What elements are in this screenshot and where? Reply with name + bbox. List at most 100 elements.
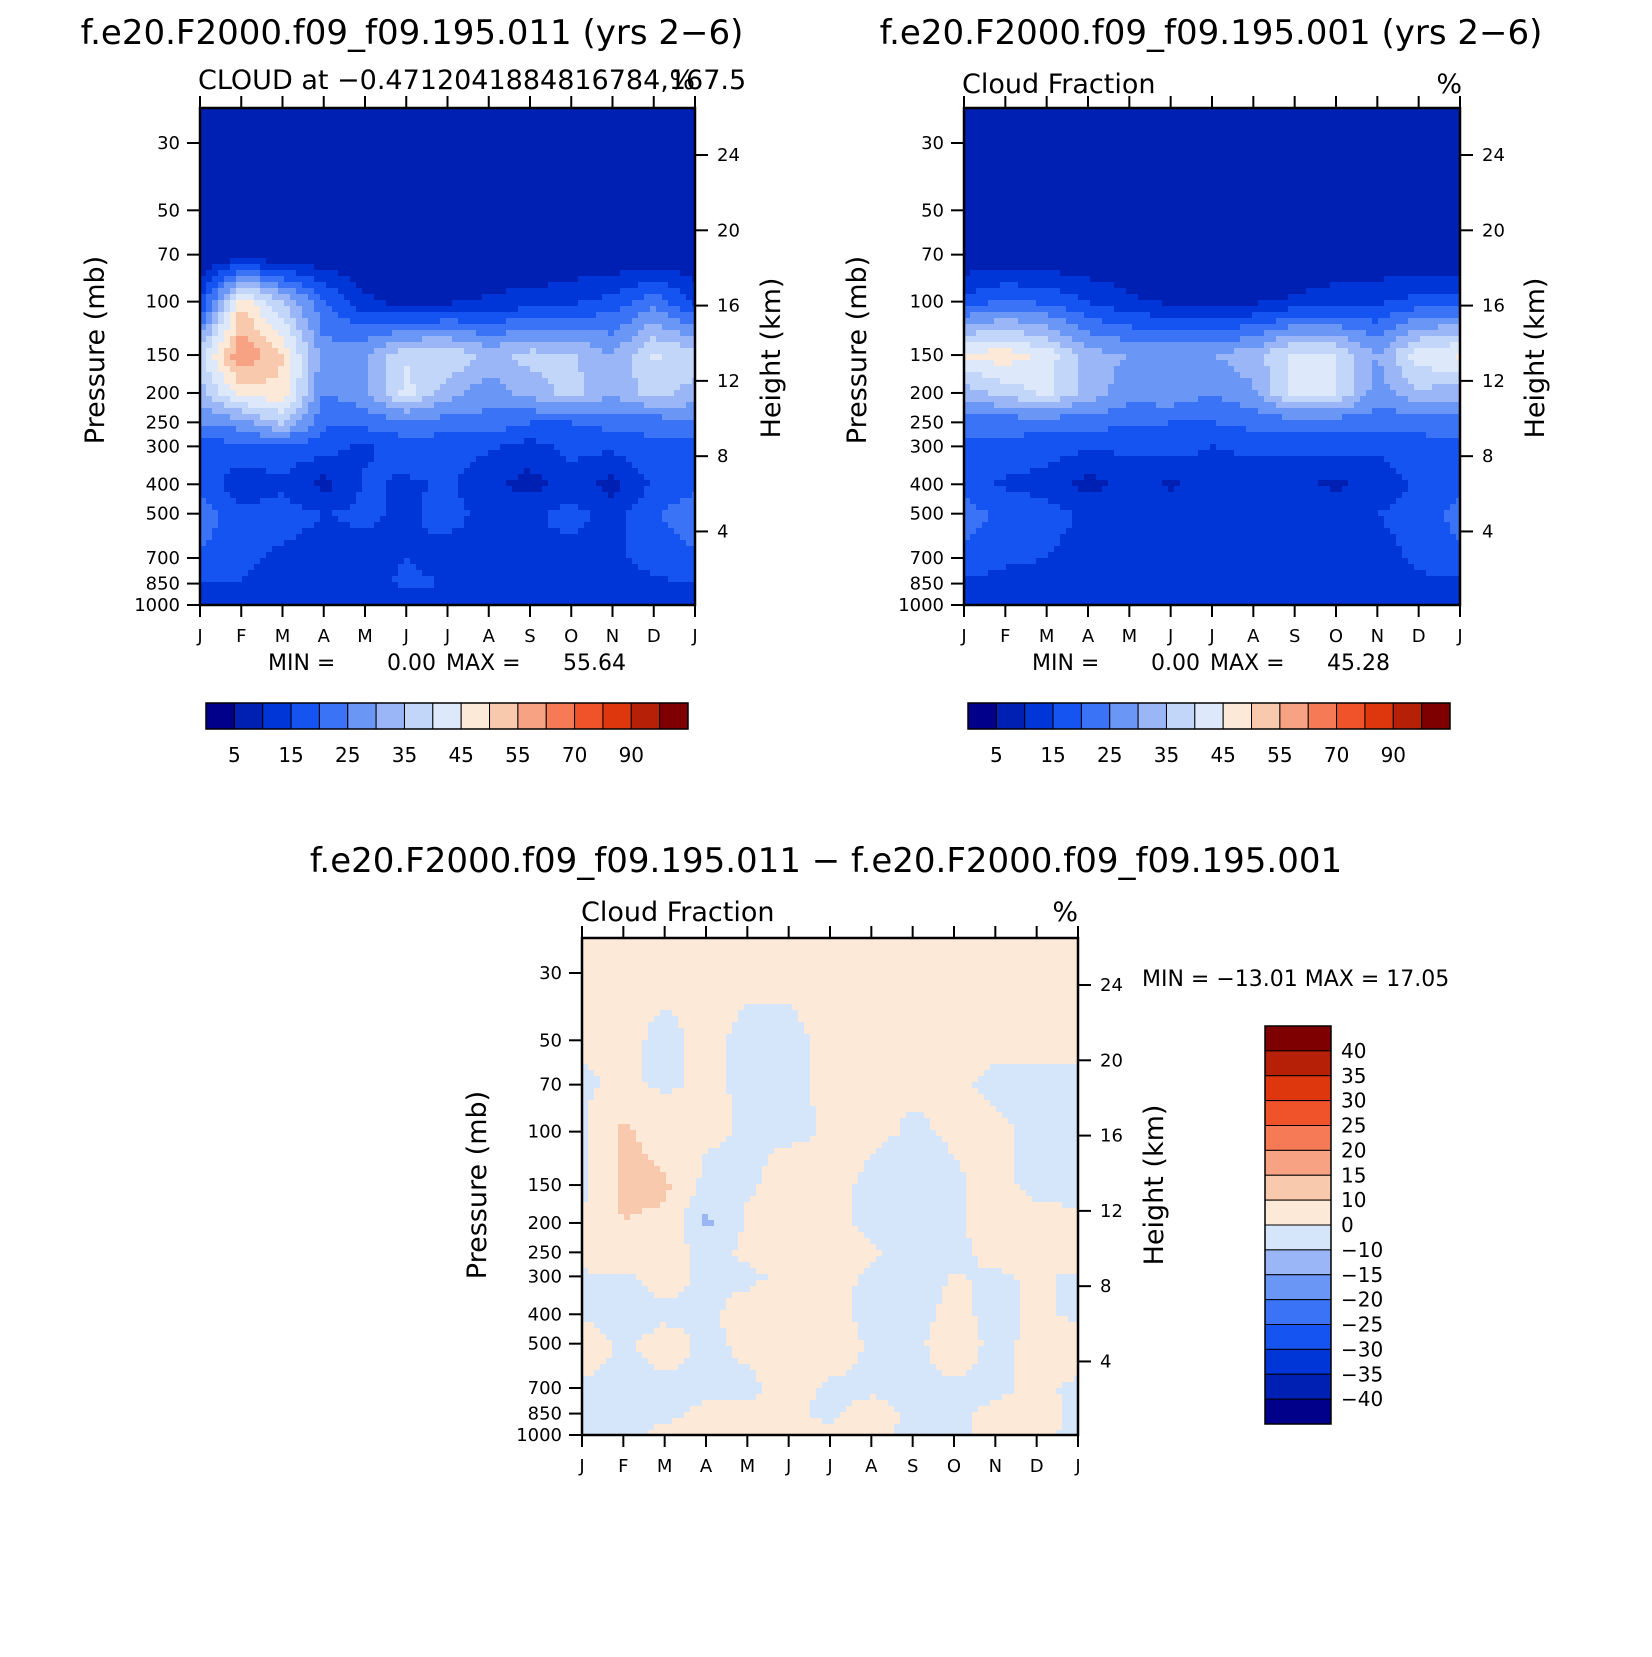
contour-cell	[428, 222, 435, 229]
contour-cell	[242, 114, 249, 121]
contour-cell	[506, 336, 513, 343]
contour-cell	[482, 324, 489, 331]
contour-cell	[656, 342, 663, 349]
contour-cell	[494, 216, 501, 223]
contour-cell	[224, 246, 231, 253]
contour-cell	[224, 438, 231, 445]
contour-cell	[368, 162, 375, 169]
contour-cell	[272, 414, 279, 421]
contour-cell	[614, 372, 621, 379]
contour-cell	[554, 444, 561, 451]
contour-cell	[302, 354, 309, 361]
contour-cell	[416, 222, 423, 229]
contour-cell	[434, 378, 441, 385]
contour-cell	[362, 366, 369, 373]
contour-cell	[344, 396, 351, 403]
contour-cell	[350, 288, 357, 295]
contour-cell	[254, 300, 261, 307]
contour-cell	[446, 216, 453, 223]
contour-cell	[410, 342, 417, 349]
contour-cell	[224, 204, 231, 211]
contour-cell	[602, 396, 609, 403]
contour-cell	[314, 276, 321, 283]
contour-cell	[254, 354, 261, 361]
contour-cell	[290, 240, 297, 247]
contour-cell	[602, 282, 609, 289]
contour-cell	[476, 168, 483, 175]
contour-cell	[272, 234, 279, 241]
contour-cell	[446, 114, 453, 121]
contour-cell	[500, 348, 507, 355]
contour-cell	[446, 444, 453, 451]
contour-cell	[302, 120, 309, 127]
contour-cell	[356, 330, 363, 337]
contour-cell	[212, 414, 219, 421]
contour-cell	[530, 234, 537, 241]
contour-cell	[284, 390, 291, 397]
contour-cell	[272, 114, 279, 121]
contour-cell	[578, 240, 585, 247]
contour-cell	[380, 120, 387, 127]
contour-cell	[644, 234, 651, 241]
contour-cell	[302, 114, 309, 121]
contour-cell	[554, 240, 561, 247]
contour-cell	[560, 330, 567, 337]
contour-cell	[272, 222, 279, 229]
contour-cell	[368, 114, 375, 121]
contour-cell	[224, 450, 231, 457]
contour-cell	[296, 300, 303, 307]
contour-cell	[254, 420, 261, 427]
contour-cell	[476, 246, 483, 253]
contour-cell	[488, 408, 495, 415]
contour-cell	[626, 384, 633, 391]
contour-cell	[548, 408, 555, 415]
contour-cell	[320, 462, 327, 469]
contour-cell	[632, 432, 639, 439]
contour-cell	[536, 150, 543, 157]
contour-cell	[644, 426, 651, 433]
contour-cell	[446, 228, 453, 235]
contour-cell	[482, 300, 489, 307]
panel-1-contour-field	[200, 108, 696, 606]
contour-cell	[440, 204, 447, 211]
contour-cell	[458, 438, 465, 445]
contour-cell	[470, 336, 477, 343]
contour-cell	[620, 372, 627, 379]
contour-cell	[470, 162, 477, 169]
contour-cell	[224, 306, 231, 313]
contour-cell	[230, 240, 237, 247]
contour-cell	[296, 162, 303, 169]
contour-cell	[440, 402, 447, 409]
contour-cell	[344, 402, 351, 409]
contour-cell	[332, 186, 339, 193]
contour-cell	[530, 372, 537, 379]
contour-cell	[332, 162, 339, 169]
contour-cell	[356, 138, 363, 145]
contour-cell	[632, 348, 639, 355]
contour-cell	[530, 312, 537, 319]
contour-cell	[458, 456, 465, 463]
contour-cell	[542, 210, 549, 217]
contour-cell	[308, 126, 315, 133]
contour-cell	[422, 300, 429, 307]
contour-cell	[590, 258, 597, 265]
contour-cell	[392, 174, 399, 181]
contour-cell	[380, 408, 387, 415]
contour-cell	[518, 408, 525, 415]
contour-cell	[476, 306, 483, 313]
contour-cell	[404, 282, 411, 289]
contour-cell	[272, 378, 279, 385]
contour-cell	[578, 234, 585, 241]
contour-cell	[596, 456, 603, 463]
contour-cell	[260, 234, 267, 241]
contour-cell	[542, 426, 549, 433]
contour-cell	[344, 180, 351, 187]
contour-cell	[512, 294, 519, 301]
contour-cell	[428, 300, 435, 307]
contour-cell	[566, 414, 573, 421]
contour-cell	[464, 198, 471, 205]
contour-cell	[686, 390, 693, 397]
contour-cell	[500, 396, 507, 403]
contour-cell	[458, 432, 465, 439]
